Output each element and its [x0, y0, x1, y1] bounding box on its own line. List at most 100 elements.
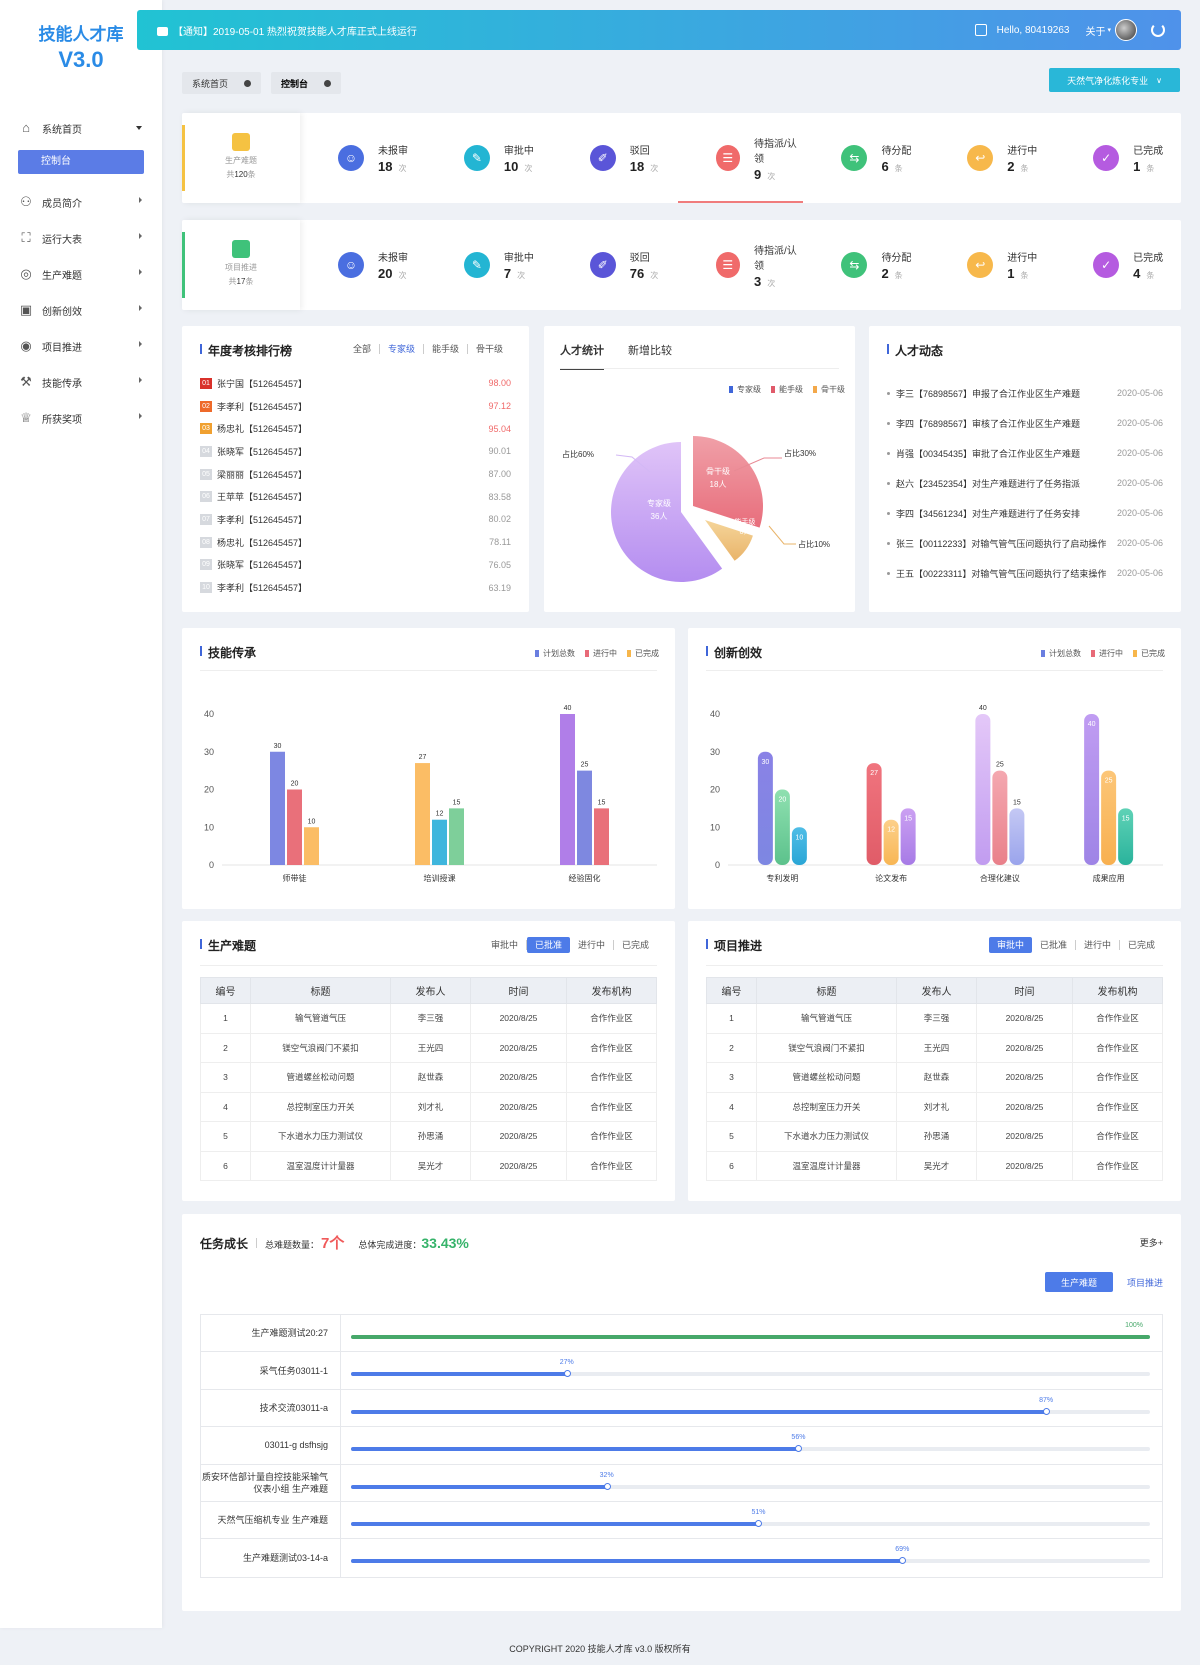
column-header[interactable]: 标题 [756, 977, 897, 1004]
dynamics-item[interactable]: 李四【76898567】审核了合江作业区生产难题 2020-05-06 [887, 408, 1163, 438]
pie-slice-backbone[interactable] [693, 436, 763, 528]
sidebar-item-production[interactable]: ◎ 生产难题 [0, 256, 162, 292]
sidebar-item-console[interactable]: 控制台 [18, 150, 144, 174]
filter-0[interactable]: 审批中 [988, 937, 1032, 953]
more-link[interactable]: 更多+ [1139, 1238, 1163, 1248]
sidebar-item-home[interactable]: ⌂ 系统首页 [0, 110, 162, 146]
column-header[interactable]: 时间 [976, 977, 1073, 1004]
project-summary[interactable]: 项目推进 共17条 [182, 220, 300, 310]
tab-new-comparison[interactable]: 新增比较 [628, 345, 672, 357]
bar-0-0[interactable] [757, 751, 773, 865]
dynamics-item[interactable]: 李三【76898567】申报了合江作业区生产难题 2020-05-06 [887, 378, 1163, 408]
sidebar-item-run-table[interactable]: ⛶ 运行大表 [0, 220, 162, 256]
bar-2-0[interactable] [560, 714, 575, 865]
stat-item[interactable]: ↩ 进行中 1 条 [929, 220, 1055, 310]
notice[interactable]: 【通知】2019-05-01 热烈祝贺技能人才库正式上线运行 [157, 23, 417, 38]
bar-2-1[interactable] [992, 770, 1008, 865]
filter-1[interactable]: 已批准 [1032, 940, 1076, 950]
dynamics-item[interactable]: 肖强【00345435】审批了合江作业区生产难题 2020-05-06 [887, 438, 1163, 468]
progress-knob[interactable] [1043, 1407, 1051, 1415]
bar-1-0[interactable] [866, 763, 882, 865]
filter-2[interactable]: 进行中 [1076, 940, 1120, 950]
ranking-row[interactable]: 05 梁丽丽【512645457】 87.00 [200, 463, 511, 486]
bar-2-0[interactable] [975, 714, 991, 865]
stat-item[interactable]: ✎ 审批中 10 次 [426, 113, 552, 203]
column-header[interactable]: 时间 [470, 977, 567, 1004]
filter-1[interactable]: 已批准 [526, 937, 570, 953]
task-row[interactable]: 生产难题测试20:27 100% [201, 1315, 1162, 1353]
ranking-row[interactable]: 10 李孝利【512645457】 63.19 [200, 576, 511, 599]
bar-2-1[interactable] [577, 770, 592, 865]
project-tab-button[interactable]: 项目推进 [1126, 1277, 1163, 1288]
task-row[interactable]: 03011-g dsfhsjg 56% [201, 1427, 1162, 1465]
stat-item[interactable]: ⇆ 待分配 2 条 [803, 220, 929, 310]
table-row[interactable]: 6 温室温度计计量器 吴光才 2020/8/25 合作作业区 [200, 1151, 657, 1181]
table-row[interactable]: 1 输气管道气压 李三强 2020/8/25 合作作业区 [706, 1003, 1163, 1034]
column-header[interactable]: 发布人 [390, 977, 471, 1004]
column-header[interactable]: 发布人 [896, 977, 977, 1004]
ranking-row[interactable]: 08 杨忠礼【512645457】 78.11 [200, 531, 511, 554]
ranking-row[interactable]: 09 张晓军【512645457】 76.05 [200, 554, 511, 577]
bar-2-2[interactable] [594, 808, 609, 865]
bar-1-1[interactable] [432, 819, 447, 865]
progress-knob[interactable] [795, 1445, 803, 1453]
table-row[interactable]: 3 管道螺丝松动问题 赵世森 2020/8/25 合作作业区 [200, 1062, 657, 1093]
table-row[interactable]: 6 温室温度计计量器 吴光才 2020/8/25 合作作业区 [706, 1151, 1163, 1181]
column-header[interactable]: 标题 [250, 977, 391, 1004]
task-row[interactable]: 生产难题测试03-14-a 69% [201, 1539, 1162, 1577]
sidebar-item-innovation[interactable]: ▣ 创新创效 [0, 292, 162, 328]
bar-0-2[interactable] [791, 827, 807, 865]
bar-1-2[interactable] [449, 808, 464, 865]
production-summary[interactable]: 生产难题 共120条 [182, 113, 300, 203]
filter-0[interactable]: 全部 [345, 344, 380, 354]
filter-3[interactable]: 已完成 [621, 940, 649, 950]
bar-3-0[interactable] [1084, 714, 1100, 865]
stat-item[interactable]: ✐ 驳回 18 次 [552, 113, 678, 203]
table-row[interactable]: 2 镁空气浪阀门不紧扣 王光四 2020/8/25 合作作业区 [200, 1033, 657, 1063]
progress-knob[interactable] [755, 1519, 763, 1527]
bar-1-1[interactable] [883, 819, 899, 865]
ranking-row[interactable]: 02 李孝利【512645457】 97.12 [200, 395, 511, 418]
major-select[interactable]: 天然气净化炼化专业 ∨ [1049, 68, 1180, 92]
bar-0-0[interactable] [270, 751, 285, 865]
stat-item[interactable]: ✓ 已完成 4 条 [1055, 220, 1181, 310]
table-row[interactable]: 2 镁空气浪阀门不紧扣 王光四 2020/8/25 合作作业区 [706, 1033, 1163, 1063]
stat-item[interactable]: ☰ 待指派/认领 3 次 [678, 220, 804, 310]
bar-3-2[interactable] [1118, 808, 1134, 865]
table-row[interactable]: 3 管道螺丝松动问题 赵世森 2020/8/25 合作作业区 [706, 1062, 1163, 1093]
table-row[interactable]: 5 下水道水力压力测试仪 孙思涌 2020/8/25 合作作业区 [200, 1121, 657, 1152]
stat-item[interactable]: ☺ 未报审 18 次 [300, 113, 426, 203]
sidebar-item-skills[interactable]: ⚒ 技能传承 [0, 364, 162, 400]
close-icon[interactable] [324, 79, 332, 87]
dynamics-item[interactable]: 张三【00112233】对输气管气压问题执行了启动操作 2020-05-06 [887, 528, 1163, 558]
power-icon[interactable] [1151, 23, 1165, 37]
sidebar-item-awards[interactable]: ♕ 所获奖项 [0, 400, 162, 436]
table-row[interactable]: 1 输气管道气压 李三强 2020/8/25 合作作业区 [200, 1003, 657, 1034]
production-tab-button[interactable]: 生产难题 [1044, 1272, 1113, 1292]
fullscreen-icon[interactable] [974, 24, 987, 36]
progress-knob[interactable] [563, 1370, 571, 1378]
dynamics-item[interactable]: 赵六【23452354】对生产难题进行了任务指派 2020-05-06 [887, 468, 1163, 498]
progress-knob[interactable] [603, 1482, 611, 1490]
stat-item[interactable]: ☰ 待指派/认领 9 次 [677, 113, 804, 203]
ranking-row[interactable]: 01 张宁国【512645457】 98.00 [200, 372, 511, 395]
stat-item[interactable]: ✎ 审批中 7 次 [426, 220, 552, 310]
pie-slice-expert[interactable] [611, 442, 723, 582]
filter-1[interactable]: 专家级 [380, 344, 424, 354]
bar-2-2[interactable] [1009, 808, 1025, 865]
filter-2[interactable]: 进行中 [570, 940, 614, 950]
table-row[interactable]: 4 总控制室压力开关 刘才礼 2020/8/25 合作作业区 [706, 1092, 1163, 1122]
bar-1-0[interactable] [415, 763, 430, 865]
tab-talent-stats[interactable]: 人才统计 [560, 342, 604, 370]
filter-3[interactable]: 已完成 [1127, 940, 1155, 950]
filter-2[interactable]: 能手级 [424, 344, 468, 354]
ranking-row[interactable]: 03 杨忠礼【512645457】 95.04 [200, 417, 511, 440]
filter-0[interactable]: 审批中 [483, 940, 527, 950]
table-row[interactable]: 5 下水道水力压力测试仪 孙思涌 2020/8/25 合作作业区 [706, 1121, 1163, 1152]
avatar[interactable] [1115, 19, 1137, 41]
table-row[interactable]: 4 总控制室压力开关 刘才礼 2020/8/25 合作作业区 [200, 1092, 657, 1122]
column-header[interactable]: 编号 [200, 977, 251, 1004]
filter-3[interactable]: 骨干级 [475, 344, 503, 354]
column-header[interactable]: 编号 [706, 977, 757, 1004]
column-header[interactable]: 发布机构 [1072, 977, 1163, 1004]
